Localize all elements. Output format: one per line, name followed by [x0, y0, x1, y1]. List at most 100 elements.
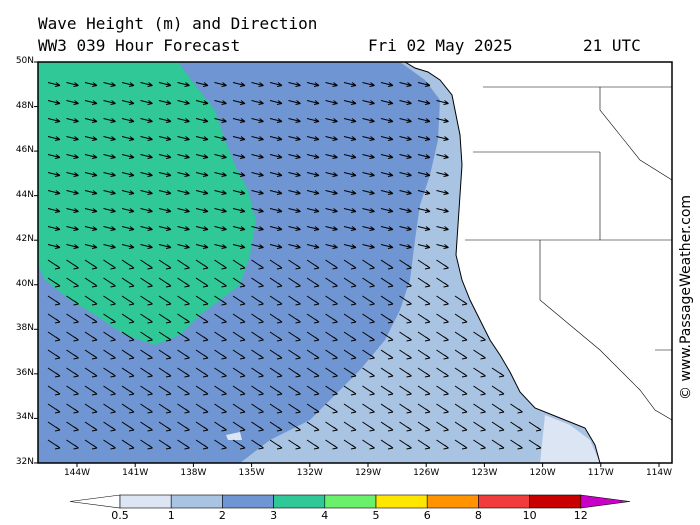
wave-arrow: [140, 244, 153, 249]
wave-arrow: [380, 421, 394, 432]
wave-arrow: [158, 82, 172, 87]
wave-arrow: [158, 118, 172, 123]
wave-arrow: [454, 367, 468, 378]
wave-arrow: [158, 439, 172, 450]
wave-arrow: [103, 226, 116, 231]
wave-arrow: [343, 421, 357, 432]
scale-label: 0.5: [111, 509, 129, 522]
wave-arrow: [325, 439, 338, 450]
wave-arrow: [362, 367, 375, 378]
wave-arrow: [66, 295, 79, 306]
wave-arrow: [84, 100, 98, 105]
wave-arrow: [325, 244, 338, 249]
wave-arrow: [103, 421, 116, 432]
wave-arrow: [214, 136, 227, 141]
wave-arrow: [66, 331, 79, 342]
wave-arrow: [177, 349, 190, 360]
wave-arrow: [66, 244, 79, 249]
wave-arrow: [362, 172, 375, 177]
wave-arrow: [269, 403, 283, 414]
wave-arrow: [288, 100, 301, 105]
wave-arrow: [121, 349, 135, 360]
lat-label: 44N: [15, 189, 34, 200]
scale-label: 8: [474, 509, 482, 522]
wave-arrow: [251, 421, 264, 432]
wave-arrow: [195, 226, 209, 231]
wave-arrow: [380, 349, 394, 360]
wave-arrow: [436, 244, 449, 249]
wave-arrow: [47, 208, 61, 213]
wave-arrow: [47, 313, 61, 324]
wave-arrow: [158, 154, 172, 159]
wave-arrow: [306, 172, 320, 177]
wave-arrow: [158, 313, 172, 324]
wave-arrow: [306, 208, 320, 213]
wave-arrow: [436, 259, 449, 270]
wave-arrow: [325, 259, 338, 270]
wave-arrow: [251, 136, 264, 141]
wave-arrow: [362, 82, 375, 87]
wave-arrow: [47, 226, 61, 231]
wave-arrow: [343, 136, 357, 141]
wave-arrow: [325, 226, 338, 231]
wave-arrow: [417, 313, 431, 324]
wave-arrow: [177, 226, 190, 231]
wave-arrow: [306, 367, 320, 378]
wave-arrow: [343, 190, 357, 195]
wave-arrow: [473, 403, 486, 414]
wave-arrow: [177, 331, 190, 342]
wave-arrow: [362, 208, 375, 213]
wave-arrow: [251, 259, 264, 270]
wave-arrow: [454, 403, 468, 414]
scale-swatch: [273, 494, 326, 509]
wave-arrow: [528, 439, 542, 450]
wave-arrow: [195, 439, 209, 450]
wave-arrow: [399, 118, 412, 123]
forecast-date: Fri 02 May 2025: [368, 36, 513, 55]
wave-arrow: [251, 349, 264, 360]
wave-arrow: [232, 244, 246, 249]
wave-arrow: [214, 421, 227, 432]
wave-arrow: [140, 385, 153, 396]
lon-label: 138W: [180, 468, 207, 478]
wave-arrow: [380, 226, 394, 231]
wave-arrow: [325, 136, 338, 141]
wave-arrow: [103, 172, 116, 177]
wave-arrow: [306, 403, 320, 414]
wave-arrow: [251, 154, 264, 159]
wave-arrow: [306, 244, 320, 249]
wave-arrow: [306, 226, 320, 231]
wave-arrow: [84, 190, 98, 195]
wave-arrow: [121, 439, 135, 450]
wave-arrow: [232, 136, 246, 141]
wave-arrow: [417, 349, 431, 360]
wave-arrow: [251, 403, 264, 414]
scale-swatch: [222, 494, 274, 509]
lon-label: 120W: [529, 468, 556, 478]
wave-arrow: [251, 367, 264, 378]
wave-arrow: [269, 100, 283, 105]
wave-arrow: [177, 277, 190, 288]
wave-arrow: [214, 154, 227, 159]
wave-arrow: [158, 331, 172, 342]
wave-arrow: [232, 226, 246, 231]
wave-arrow: [158, 136, 172, 141]
wave-arrow: [380, 367, 394, 378]
wave-arrow: [399, 259, 412, 270]
land-mass: [403, 61, 673, 464]
wave-arrow: [195, 136, 209, 141]
wave-arrow: [214, 331, 227, 342]
wave-arrow: [399, 244, 412, 249]
wave-arrow: [380, 118, 394, 123]
wave-arrow: [66, 208, 79, 213]
wave-arrow: [380, 82, 394, 87]
wave-arrow: [417, 100, 431, 105]
wave-arrow: [454, 295, 468, 306]
wave-arrow: [325, 367, 338, 378]
wave-arrow: [158, 226, 172, 231]
wave-arrow: [140, 154, 153, 159]
wave-arrow: [417, 82, 431, 87]
wave-arrow: [140, 367, 153, 378]
wave-arrow: [214, 439, 227, 450]
wave-arrow: [436, 313, 449, 324]
